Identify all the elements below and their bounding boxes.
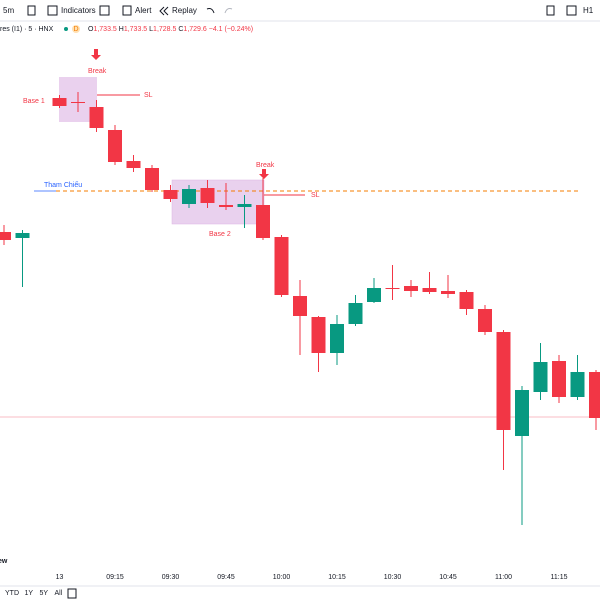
indicators[interactable]: Indicators <box>61 6 96 15</box>
legend-value: 1,729.6 <box>183 26 206 33</box>
legend-label: O <box>88 26 94 33</box>
icon[interactable] <box>159 6 169 16</box>
icon[interactable] <box>546 5 555 16</box>
replay[interactable]: Replay <box>172 6 197 15</box>
range-button[interactable]: 1Y <box>25 590 34 597</box>
x-tick-label: 10:30 <box>384 574 402 581</box>
legend-value: 1,728.5 <box>153 26 176 33</box>
sl-label: SL <box>311 192 320 199</box>
legend-label: C <box>178 26 183 33</box>
toolbar <box>0 0 600 21</box>
logo: ew <box>0 558 8 565</box>
candle-body <box>0 232 11 240</box>
x-tick-label: 10:00 <box>273 574 291 581</box>
legend-change: −4.1 (−0.24%) <box>209 26 253 33</box>
reference-label: Tham Chiếu <box>44 180 82 189</box>
break-label: Break <box>256 162 275 169</box>
legend-value: 1,733.5 <box>93 26 116 33</box>
timeframe[interactable]: H1 <box>583 6 594 15</box>
x-tick-label: 13 <box>56 574 64 581</box>
base-label: Base 1 <box>23 98 45 105</box>
icon[interactable] <box>67 588 77 599</box>
alert[interactable]: Alert <box>135 6 152 15</box>
x-tick-label: 11:00 <box>495 574 512 581</box>
x-tick-label: 10:45 <box>439 574 457 581</box>
badge-text: D <box>73 26 78 33</box>
base-label: Base 2 <box>209 231 231 238</box>
legend-label: H <box>119 26 124 33</box>
range-button[interactable]: All <box>55 590 63 597</box>
x-tick-label: 09:30 <box>162 574 180 581</box>
icon[interactable] <box>206 8 215 14</box>
icon[interactable] <box>47 5 58 16</box>
icon[interactable] <box>99 5 110 16</box>
ranges: YTD 1Y 5Y All <box>5 590 63 597</box>
x-tick-label: 09:15 <box>106 574 124 581</box>
icon[interactable] <box>566 5 577 16</box>
sl-label: SL <box>144 92 153 99</box>
x-tick-label: 09:45 <box>217 574 235 581</box>
legend: O1,733.5 H1,733.5 L1,728.5 C1,729.6 −4.1… <box>88 26 253 33</box>
legend-value: 1,733.5 <box>124 26 147 33</box>
icon[interactable] <box>122 5 132 16</box>
bottom-bar <box>0 586 600 600</box>
break-arrow <box>91 49 101 60</box>
legend-label: L <box>149 26 153 33</box>
range-button[interactable]: 5Y <box>40 590 49 597</box>
interval[interactable]: 5m <box>3 6 14 15</box>
symbol: res (I1) · 5 · HNX <box>0 26 54 33</box>
x-tick-label: 10:15 <box>328 574 346 581</box>
range-button[interactable]: YTD <box>5 590 19 597</box>
candle-body <box>589 372 600 418</box>
break-arrow <box>259 169 269 179</box>
badge <box>72 25 80 33</box>
icon[interactable] <box>224 8 233 14</box>
status-dot <box>64 27 68 31</box>
x-tick-label: 11:15 <box>551 574 568 581</box>
icon[interactable] <box>27 5 36 16</box>
break-label: Break <box>88 68 107 75</box>
